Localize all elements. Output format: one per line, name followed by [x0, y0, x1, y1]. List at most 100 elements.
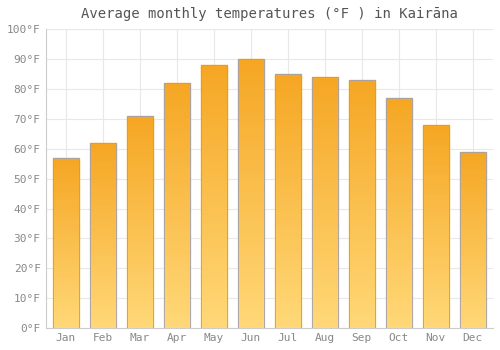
Bar — [423, 272, 448, 275]
Bar — [127, 161, 153, 163]
Bar — [90, 143, 116, 145]
Bar — [423, 166, 448, 168]
Bar — [460, 315, 485, 317]
Bar — [238, 167, 264, 170]
Bar — [275, 176, 300, 179]
Bar — [53, 217, 79, 219]
Bar — [164, 261, 190, 264]
Bar — [312, 149, 338, 152]
Bar — [53, 202, 79, 205]
Bar — [164, 190, 190, 193]
Bar — [349, 158, 374, 161]
Bar — [386, 161, 411, 164]
Bar — [201, 299, 227, 302]
Bar — [386, 98, 411, 328]
Bar — [275, 265, 300, 268]
Bar — [53, 313, 79, 315]
Bar — [164, 227, 190, 230]
Bar — [312, 300, 338, 303]
Bar — [90, 161, 116, 163]
Bar — [53, 320, 79, 322]
Bar — [275, 306, 300, 309]
Bar — [312, 313, 338, 316]
Bar — [423, 150, 448, 153]
Bar — [423, 318, 448, 321]
Bar — [460, 222, 485, 224]
Bar — [275, 179, 300, 182]
Bar — [423, 259, 448, 262]
Bar — [201, 85, 227, 88]
Bar — [275, 150, 300, 153]
Bar — [460, 156, 485, 158]
Bar — [90, 196, 116, 198]
Bar — [238, 103, 264, 106]
Bar — [386, 193, 411, 196]
Bar — [127, 307, 153, 310]
Bar — [238, 89, 264, 93]
Bar — [460, 214, 485, 216]
Bar — [127, 230, 153, 233]
Bar — [127, 121, 153, 124]
Bar — [460, 293, 485, 295]
Bar — [127, 172, 153, 174]
Bar — [275, 258, 300, 261]
Bar — [460, 268, 485, 271]
Bar — [423, 186, 448, 188]
Bar — [312, 127, 338, 130]
Bar — [127, 248, 153, 251]
Bar — [312, 268, 338, 272]
Bar — [460, 152, 485, 328]
Bar — [201, 229, 227, 233]
Bar — [164, 175, 190, 178]
Bar — [238, 237, 264, 241]
Bar — [164, 254, 190, 258]
Bar — [53, 266, 79, 268]
Bar — [349, 151, 374, 154]
Bar — [386, 98, 411, 101]
Bar — [460, 280, 485, 282]
Bar — [201, 134, 227, 137]
Bar — [275, 315, 300, 318]
Bar — [90, 198, 116, 201]
Bar — [53, 206, 79, 209]
Bar — [164, 291, 190, 294]
Bar — [312, 196, 338, 200]
Bar — [312, 303, 338, 306]
Bar — [127, 203, 153, 206]
Bar — [53, 245, 79, 247]
Bar — [53, 209, 79, 211]
Bar — [127, 283, 153, 286]
Bar — [164, 294, 190, 297]
Bar — [53, 296, 79, 298]
Bar — [460, 165, 485, 167]
Bar — [53, 198, 79, 200]
Bar — [349, 244, 374, 247]
Bar — [238, 194, 264, 197]
Bar — [386, 259, 411, 262]
Bar — [423, 282, 448, 285]
Bar — [423, 153, 448, 155]
Bar — [349, 80, 374, 328]
Bar — [386, 173, 411, 176]
Bar — [164, 325, 190, 328]
Bar — [312, 325, 338, 328]
Bar — [53, 286, 79, 288]
Bar — [201, 65, 227, 328]
Bar — [90, 231, 116, 233]
Bar — [349, 173, 374, 176]
Bar — [127, 118, 153, 121]
Bar — [127, 129, 153, 132]
Bar — [349, 260, 374, 263]
Bar — [127, 257, 153, 259]
Bar — [127, 317, 153, 320]
Bar — [386, 135, 411, 138]
Bar — [275, 112, 300, 115]
Bar — [90, 170, 116, 173]
Bar — [312, 316, 338, 319]
Bar — [238, 146, 264, 150]
Bar — [90, 238, 116, 240]
Bar — [164, 104, 190, 107]
Bar — [127, 134, 153, 137]
Bar — [312, 284, 338, 287]
Bar — [275, 195, 300, 198]
